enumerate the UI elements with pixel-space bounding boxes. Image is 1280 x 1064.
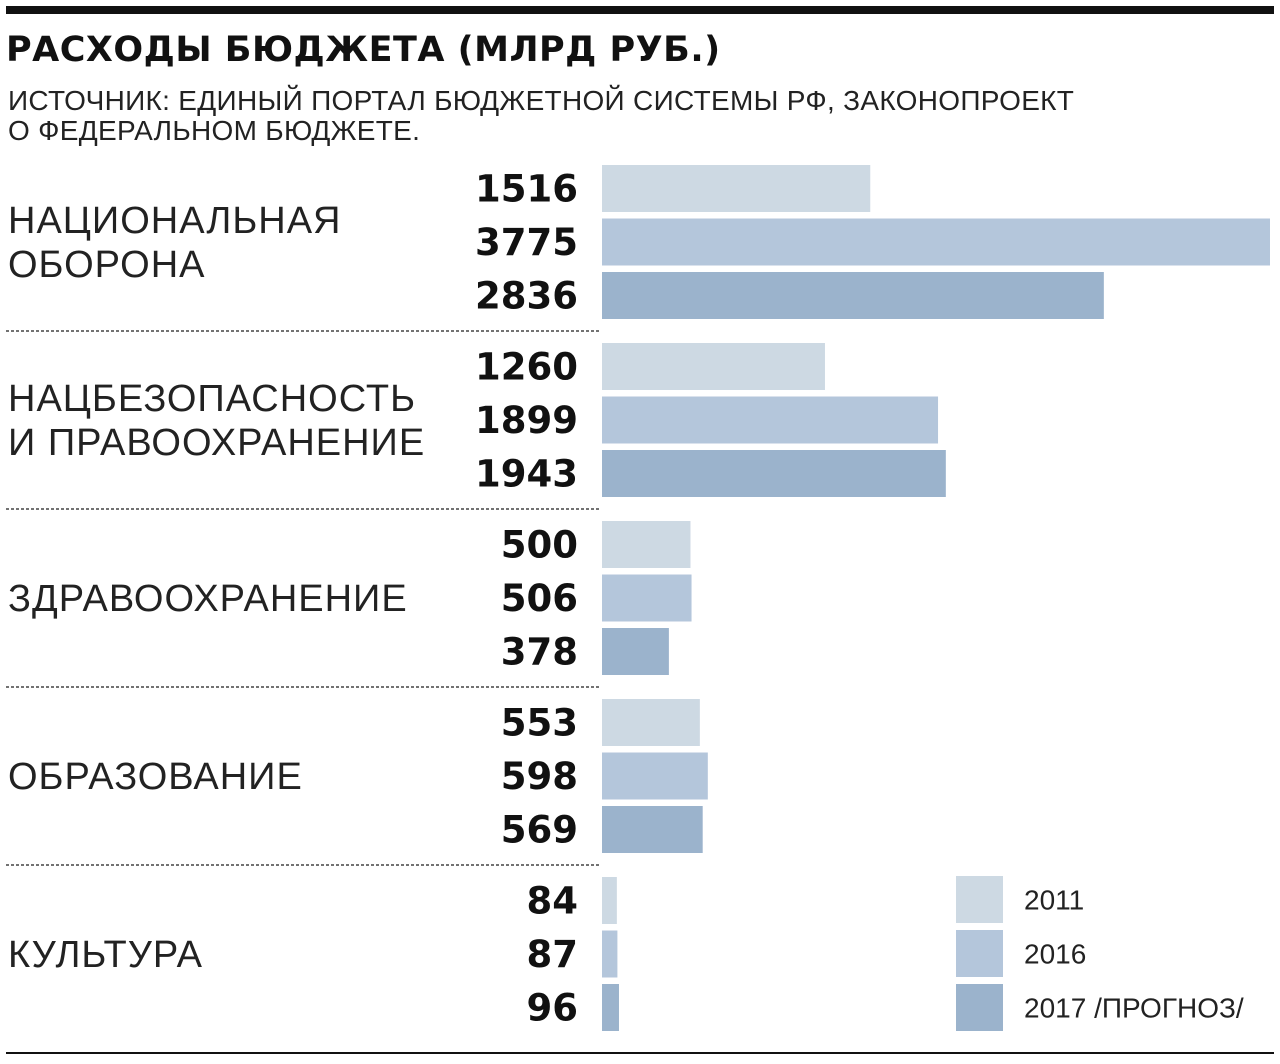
- bar-2016-4: [602, 930, 618, 978]
- value-label: 1516: [475, 168, 578, 211]
- bar-2016-0: [602, 218, 1270, 266]
- top-rule: [6, 6, 1274, 14]
- bar-2016-1: [602, 396, 939, 444]
- value-label: 378: [501, 631, 578, 674]
- value-label: 3775: [475, 221, 578, 264]
- legend-swatch: [956, 984, 1003, 1031]
- bar-2017-2: [602, 628, 669, 675]
- category-label: НАЦИОНАЛЬНАЯ: [8, 200, 342, 242]
- value-label: 569: [501, 809, 578, 852]
- value-label: 1260: [475, 346, 578, 389]
- value-label: 598: [501, 755, 578, 798]
- value-label: 87: [527, 933, 579, 976]
- category-label: КУЛЬТУРА: [8, 934, 203, 976]
- category-label: НАЦБЕЗОПАСНОСТЬ: [8, 378, 416, 420]
- subtitle-line: О ФЕДЕРАЛЬНОМ БЮДЖЕТЕ.: [8, 115, 421, 146]
- value-label: 1899: [475, 399, 578, 442]
- bar-2017-1: [602, 450, 946, 497]
- value-label: 2836: [475, 275, 578, 318]
- bar-2011-1: [602, 343, 825, 390]
- legend-label: 2017 /ПРОГНОЗ/: [1024, 993, 1244, 1024]
- value-label: 500: [501, 524, 578, 567]
- subtitle-line: ИСТОЧНИК: ЕДИНЫЙ ПОРТАЛ БЮДЖЕТНОЙ СИСТЕМ…: [8, 85, 1075, 116]
- value-label: 96: [527, 987, 579, 1030]
- bar-2017-4: [602, 984, 619, 1031]
- bottom-rule: [6, 1052, 1274, 1054]
- legend-label: 2011: [1024, 885, 1084, 916]
- bar-2011-4: [602, 877, 617, 924]
- bar-2017-0: [602, 272, 1104, 319]
- chart-title: РАСХОДЫ БЮДЖЕТА (МЛРД РУБ.): [6, 30, 721, 70]
- chart-subtitle: ИСТОЧНИК: ЕДИНЫЙ ПОРТАЛ БЮДЖЕТНОЙ СИСТЕМ…: [8, 86, 1208, 146]
- legend-swatch: [956, 876, 1003, 923]
- bar-2016-3: [602, 752, 708, 800]
- legend-label: 2016: [1024, 939, 1086, 970]
- category-label: ОБОРОНА: [8, 244, 205, 286]
- bar-2011-2: [602, 521, 691, 568]
- bar-2016-2: [602, 574, 692, 622]
- category-label: ОБРАЗОВАНИЕ: [8, 756, 303, 798]
- bar-2017-3: [602, 806, 703, 853]
- value-label: 1943: [475, 453, 578, 496]
- bar-2011-0: [602, 165, 871, 212]
- legend-swatch: [956, 930, 1003, 977]
- value-label: 84: [527, 880, 579, 923]
- bar-2011-3: [602, 699, 700, 746]
- value-label: 506: [501, 577, 578, 620]
- value-label: 553: [501, 702, 578, 745]
- category-label: ЗДРАВООХРАНЕНИЕ: [8, 578, 408, 620]
- category-label: И ПРАВООХРАНЕНИЕ: [8, 422, 425, 464]
